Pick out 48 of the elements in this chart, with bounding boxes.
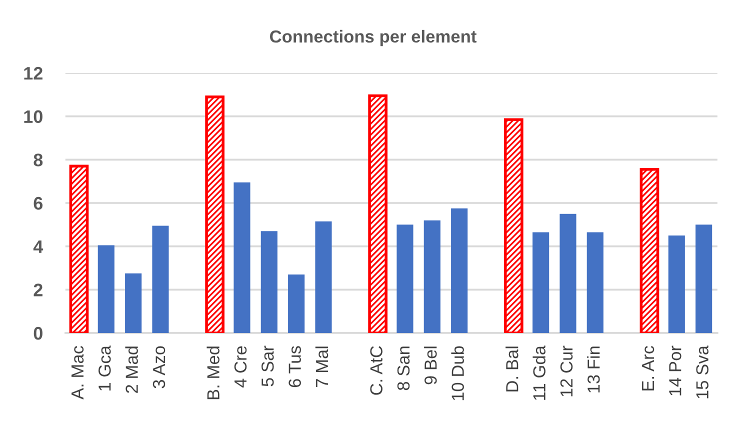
x-tick-label: 3 Azo <box>152 346 166 388</box>
x-tick-label: 5 Sar <box>262 346 274 386</box>
x-tick-label: B. Med <box>206 346 220 400</box>
x-tick-label: C. AtC <box>370 346 382 395</box>
x-tick-label: 13 Fin <box>587 346 600 392</box>
bar <box>69 164 89 333</box>
bar <box>288 274 305 333</box>
bar <box>368 94 388 333</box>
bar <box>424 220 440 333</box>
x-tick-label: 6 Tus <box>288 346 301 388</box>
x-tick-label: A. Mac <box>72 346 84 400</box>
bar <box>98 245 114 333</box>
y-tick-label: 12 <box>24 66 42 80</box>
bar <box>205 95 224 333</box>
bar <box>696 224 712 333</box>
x-tick-label: 9 Bel <box>424 346 437 384</box>
x-tick-label: D. Bal <box>506 346 518 392</box>
x-tick-label: 7 Mal <box>315 346 328 388</box>
x-tick-label: 2 Mad <box>125 346 138 393</box>
x-tick-label: 15 Sva <box>696 346 708 398</box>
x-tick-label: 8 San <box>397 346 410 390</box>
bar <box>396 224 414 333</box>
bar <box>451 208 468 333</box>
y-tick-label: 6 <box>34 196 43 210</box>
bar <box>125 273 142 333</box>
bar <box>560 214 576 333</box>
bar <box>152 226 169 333</box>
x-tick-label: 4 Cre <box>234 346 247 388</box>
bar <box>234 182 250 333</box>
bar <box>260 231 278 333</box>
x-tick-label: 12 Cur <box>560 346 573 396</box>
chart-title: Connections per element <box>270 30 476 46</box>
bar <box>640 168 660 333</box>
bar <box>586 232 604 333</box>
bar <box>532 232 550 333</box>
bar <box>668 236 685 333</box>
x-tick-label: E. Arc <box>642 346 654 390</box>
x-tick-label: 1 Gca <box>98 346 111 390</box>
x-tick-label: 14 Por <box>669 346 682 396</box>
y-tick-label: 8 <box>34 154 43 166</box>
y-tick-label: 0 <box>34 326 42 340</box>
bar <box>504 118 524 333</box>
y-tick-label: 2 <box>34 284 42 296</box>
x-tick-label: 11 Gda <box>532 345 546 400</box>
bar <box>315 221 332 333</box>
y-tick-label: 4 <box>33 240 44 253</box>
y-tick-label: 10 <box>24 110 42 124</box>
x-tick-label: 10 Dub <box>451 346 464 400</box>
